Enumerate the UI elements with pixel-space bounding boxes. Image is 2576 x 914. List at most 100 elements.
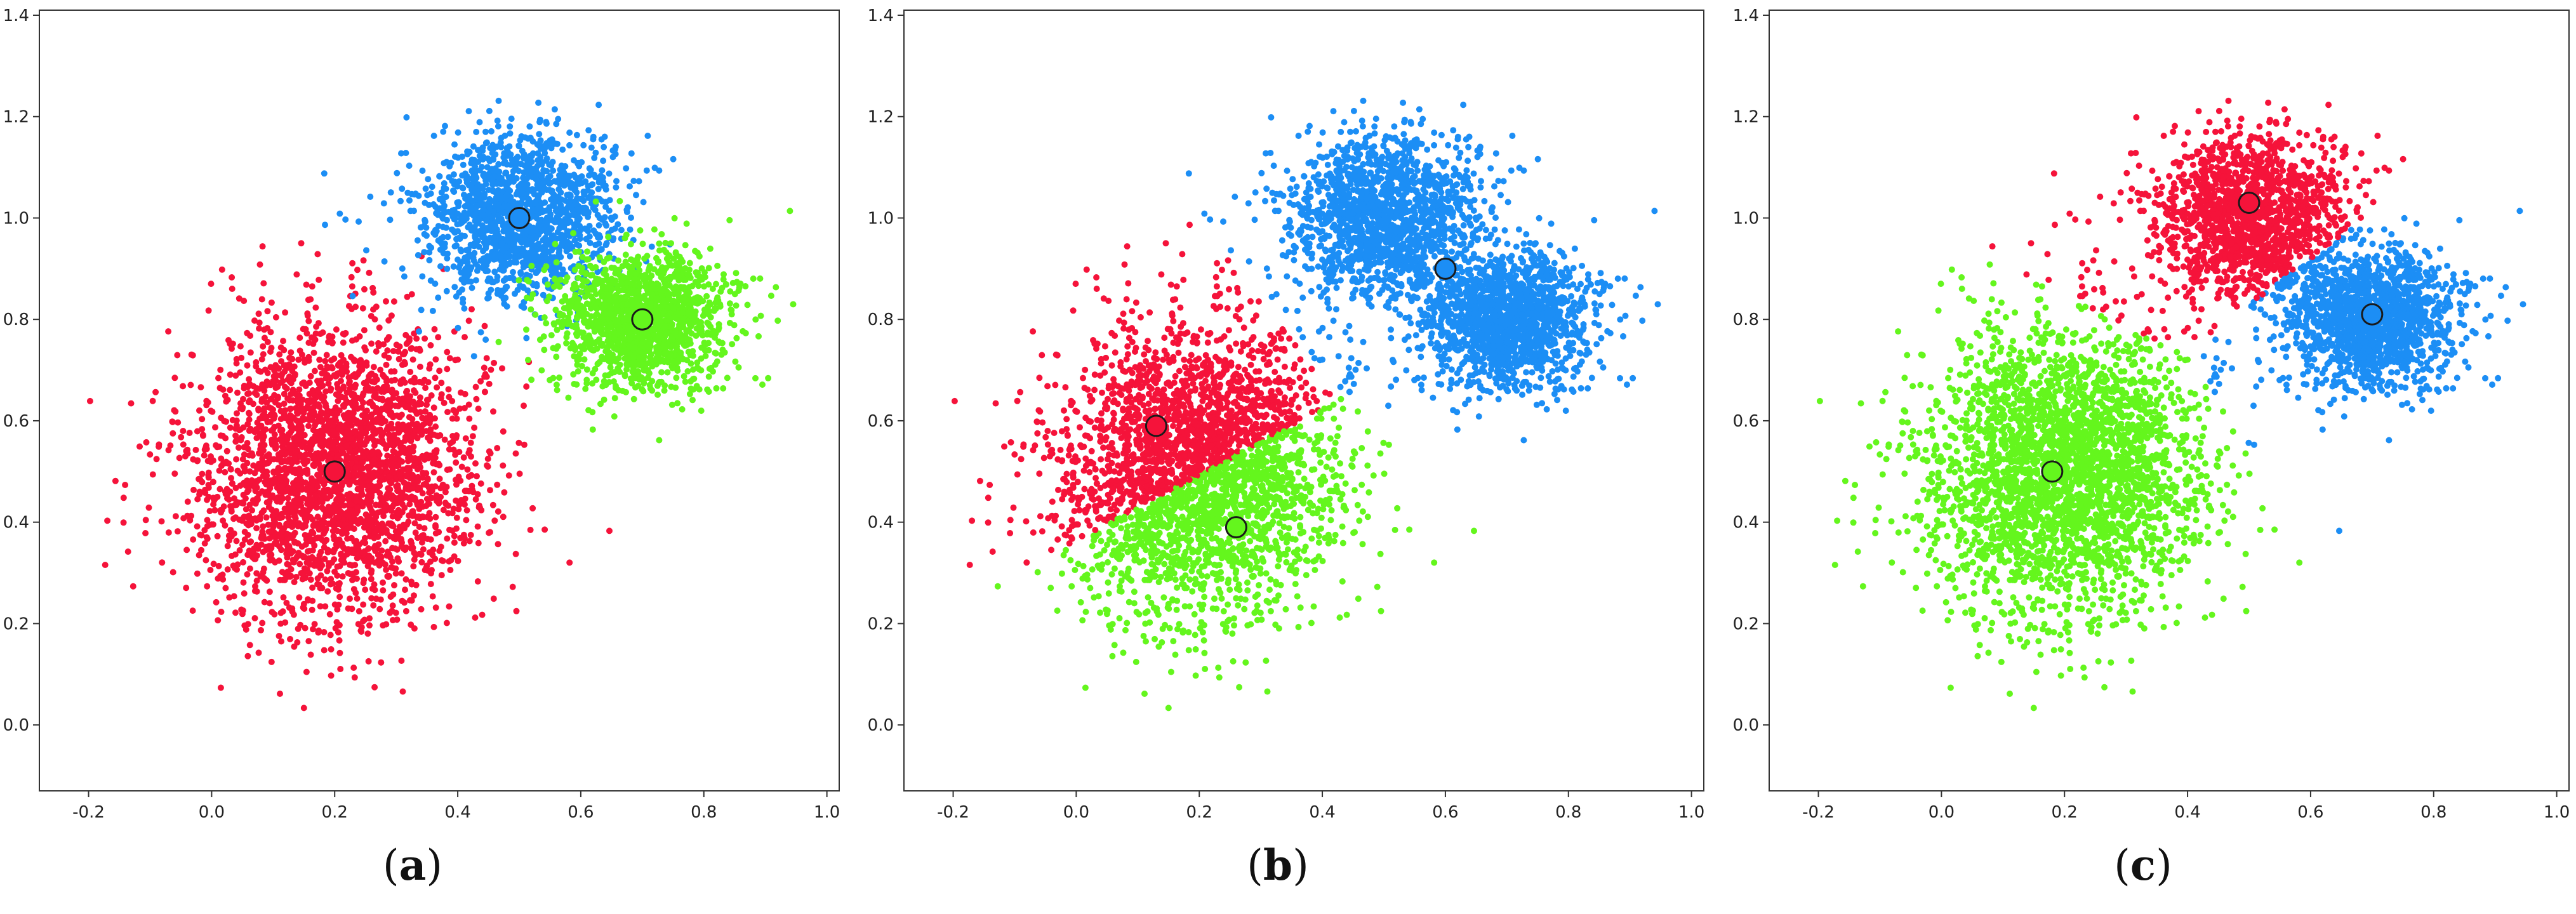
- data-point: [277, 344, 284, 351]
- data-point: [378, 659, 385, 666]
- data-point: [606, 527, 613, 534]
- data-point: [458, 463, 465, 470]
- data-point: [209, 479, 216, 486]
- data-point: [296, 386, 303, 393]
- data-point: [440, 507, 447, 513]
- data-point: [227, 371, 234, 378]
- data-point: [380, 341, 387, 348]
- data-point: [284, 554, 291, 561]
- data-point: [444, 366, 451, 373]
- data-point: [474, 473, 480, 480]
- data-point: [309, 584, 316, 591]
- data-point: [305, 317, 312, 324]
- data-point: [432, 522, 439, 529]
- data-point: [142, 517, 149, 524]
- data-point: [402, 607, 409, 614]
- data-point: [475, 406, 482, 412]
- data-point: [404, 293, 411, 300]
- data-point: [196, 407, 202, 414]
- data-point: [406, 501, 413, 508]
- data-point: [449, 415, 456, 422]
- data-point: [398, 658, 405, 664]
- data-point: [229, 286, 236, 292]
- data-point: [260, 523, 267, 530]
- data-point: [165, 529, 172, 536]
- data-point: [472, 496, 479, 503]
- data-point: [322, 357, 329, 364]
- data-point: [212, 424, 218, 431]
- data-point: [421, 525, 428, 532]
- data-point: [291, 579, 298, 585]
- data-point: [453, 514, 460, 521]
- data-point: [385, 317, 392, 324]
- data-point: [305, 638, 312, 645]
- data-point: [183, 546, 190, 553]
- data-point: [334, 572, 341, 579]
- data-point: [265, 521, 272, 528]
- data-point: [322, 603, 329, 610]
- data-point: [494, 445, 501, 451]
- data-point: [217, 684, 224, 691]
- data-point: [233, 456, 240, 463]
- data-point: [277, 691, 283, 697]
- data-point: [424, 475, 431, 482]
- data-point: [211, 507, 218, 513]
- data-point: [471, 424, 478, 431]
- data-point: [246, 376, 253, 383]
- data-point: [370, 306, 376, 313]
- data-point: [481, 322, 488, 329]
- data-point: [159, 559, 166, 566]
- data-point: [392, 376, 399, 383]
- data-point: [500, 462, 507, 469]
- data-point: [241, 298, 248, 304]
- data-point: [324, 567, 331, 574]
- data-point: [261, 326, 268, 333]
- data-point: [205, 307, 212, 314]
- data-point: [384, 347, 391, 354]
- data-point: [376, 324, 383, 331]
- data-point: [336, 593, 343, 600]
- data-point: [169, 430, 176, 437]
- data-point: [220, 517, 227, 524]
- data-point: [447, 567, 454, 573]
- data-point: [491, 359, 498, 366]
- data-point: [326, 611, 333, 618]
- data-point: [390, 298, 397, 305]
- data-point: [315, 413, 322, 420]
- data-point: [407, 369, 414, 375]
- data-point: [360, 601, 367, 608]
- data-point: [272, 314, 279, 321]
- data-point: [407, 597, 413, 604]
- data-point: [325, 380, 332, 387]
- data-point: [296, 334, 303, 341]
- data-point: [527, 526, 534, 533]
- data-point: [360, 257, 367, 264]
- data-point: [210, 560, 217, 567]
- data-point: [412, 389, 419, 396]
- data-point: [451, 539, 458, 546]
- data-point: [222, 468, 229, 475]
- data-point: [234, 467, 241, 474]
- data-point: [120, 494, 127, 501]
- data-point: [461, 487, 468, 494]
- data-point: [402, 576, 409, 583]
- data-point: [199, 416, 206, 423]
- data-point: [321, 555, 328, 562]
- data-point: [427, 342, 434, 348]
- data-point: [411, 330, 418, 337]
- data-point: [383, 566, 390, 573]
- data-point: [152, 388, 159, 395]
- data-point: [334, 563, 341, 570]
- data-point: [328, 646, 335, 652]
- data-point: [255, 649, 262, 656]
- data-point: [472, 383, 479, 390]
- data-point: [278, 638, 284, 645]
- data-point: [464, 466, 471, 473]
- data-point: [296, 392, 303, 399]
- data-point: [310, 349, 317, 356]
- data-point: [244, 362, 251, 369]
- data-point: [309, 606, 315, 613]
- data-point: [256, 319, 263, 326]
- data-point: [224, 543, 231, 550]
